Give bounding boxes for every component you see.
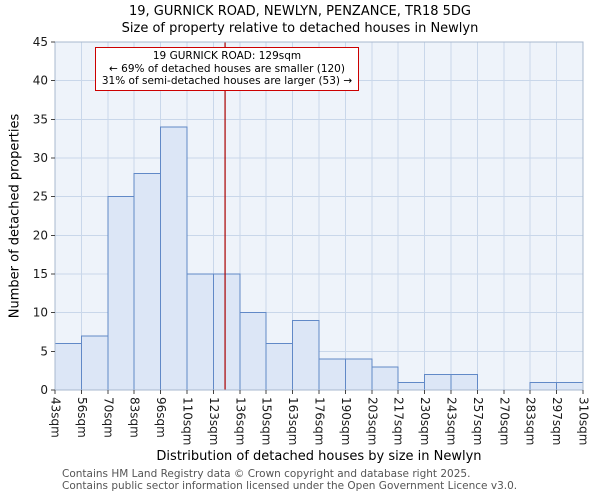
y-tick-label: 20 (33, 228, 48, 242)
x-tick-label: 270sqm (497, 397, 511, 445)
chart-title: 19, GURNICK ROAD, NEWLYN, PENZANCE, TR18… (128, 4, 472, 19)
x-tick-label: 43sqm (49, 397, 63, 438)
histogram-bar (450, 374, 478, 391)
annotation-box: 19 GURNICK ROAD: 129sqm ← 69% of detache… (95, 47, 359, 91)
y-tick-label: 25 (33, 190, 48, 204)
histogram-bar (318, 358, 346, 391)
attribution-footer: Contains HM Land Registry data © Crown c… (62, 468, 518, 492)
y-tick-label: 40 (33, 74, 48, 88)
chart-subtitle: Size of property relative to detached ho… (121, 21, 479, 36)
x-tick-label: 96sqm (154, 397, 168, 438)
x-tick-label: 230sqm (418, 397, 432, 445)
y-axis-label: Number of detached properties (7, 113, 23, 319)
histogram-bar (344, 358, 373, 391)
y-tick-label: 30 (33, 151, 48, 165)
y-tick-label: 35 (33, 112, 48, 126)
annotation-smaller-stat: ← 69% of detached houses are smaller (12… (109, 62, 345, 75)
annotation-property-label: 19 GURNICK ROAD: 129sqm (152, 50, 302, 62)
attribution-line-2: Contains public sector information licen… (62, 479, 518, 492)
y-tick-label: 10 (33, 306, 48, 320)
histogram-bar (212, 273, 241, 391)
histogram-bar (371, 366, 399, 391)
histogram-bar (160, 126, 188, 391)
x-tick-label: 190sqm (339, 397, 353, 445)
gridlines (54, 41, 584, 391)
x-tick-label: 203sqm (365, 397, 379, 445)
x-tick-label: 56sqm (75, 397, 89, 438)
y-tick-labels: 0 5 10 15 20 25 30 35 40 45 (33, 35, 55, 397)
histogram-bar (556, 381, 584, 391)
histogram-bar (54, 343, 82, 391)
x-tick-label: 283sqm (524, 397, 538, 445)
x-tick-label: 163sqm (286, 397, 300, 445)
histogram-bar (424, 374, 452, 391)
histogram-bar (529, 381, 558, 391)
x-tick-label: 136sqm (233, 397, 247, 445)
x-axis-label: Distribution of detached houses by size … (156, 449, 482, 464)
histogram-bar (292, 319, 320, 391)
x-tick-label: 123sqm (207, 397, 221, 445)
histogram-bar (397, 381, 426, 391)
histogram-bars (54, 126, 584, 391)
x-tick-labels: 43sqm 56sqm 70sqm 83sqm 96sqm 110sqm 123sqm 136… (49, 390, 591, 445)
histogram-bar (265, 343, 294, 391)
x-tick-label: 150sqm (260, 397, 274, 445)
histogram-bar (107, 196, 135, 391)
annotation-larger-stat: 31% of semi-detached houses are larger (… (101, 75, 353, 87)
x-tick-label: 70sqm (101, 397, 115, 438)
y-tick-label: 0 (40, 383, 48, 397)
y-tick-label: 45 (33, 35, 48, 49)
x-tick-label: 176sqm (313, 397, 327, 445)
x-tick-label: 310sqm (577, 397, 591, 445)
x-tick-label: 83sqm (128, 397, 142, 438)
x-tick-label: 243sqm (445, 397, 459, 445)
x-tick-label: 297sqm (550, 397, 564, 445)
histogram-bar (239, 312, 267, 391)
histogram-bar (80, 335, 109, 391)
attribution-line-1: Contains HM Land Registry data © Crown c… (62, 468, 471, 480)
y-tick-label: 15 (33, 267, 48, 281)
x-tick-label: 217sqm (392, 397, 406, 445)
x-tick-label: 257sqm (471, 397, 485, 445)
histogram-bar (186, 273, 214, 391)
histogram-bar (133, 172, 162, 391)
x-tick-label: 110sqm (181, 397, 195, 445)
y-tick-label: 5 (40, 344, 48, 358)
